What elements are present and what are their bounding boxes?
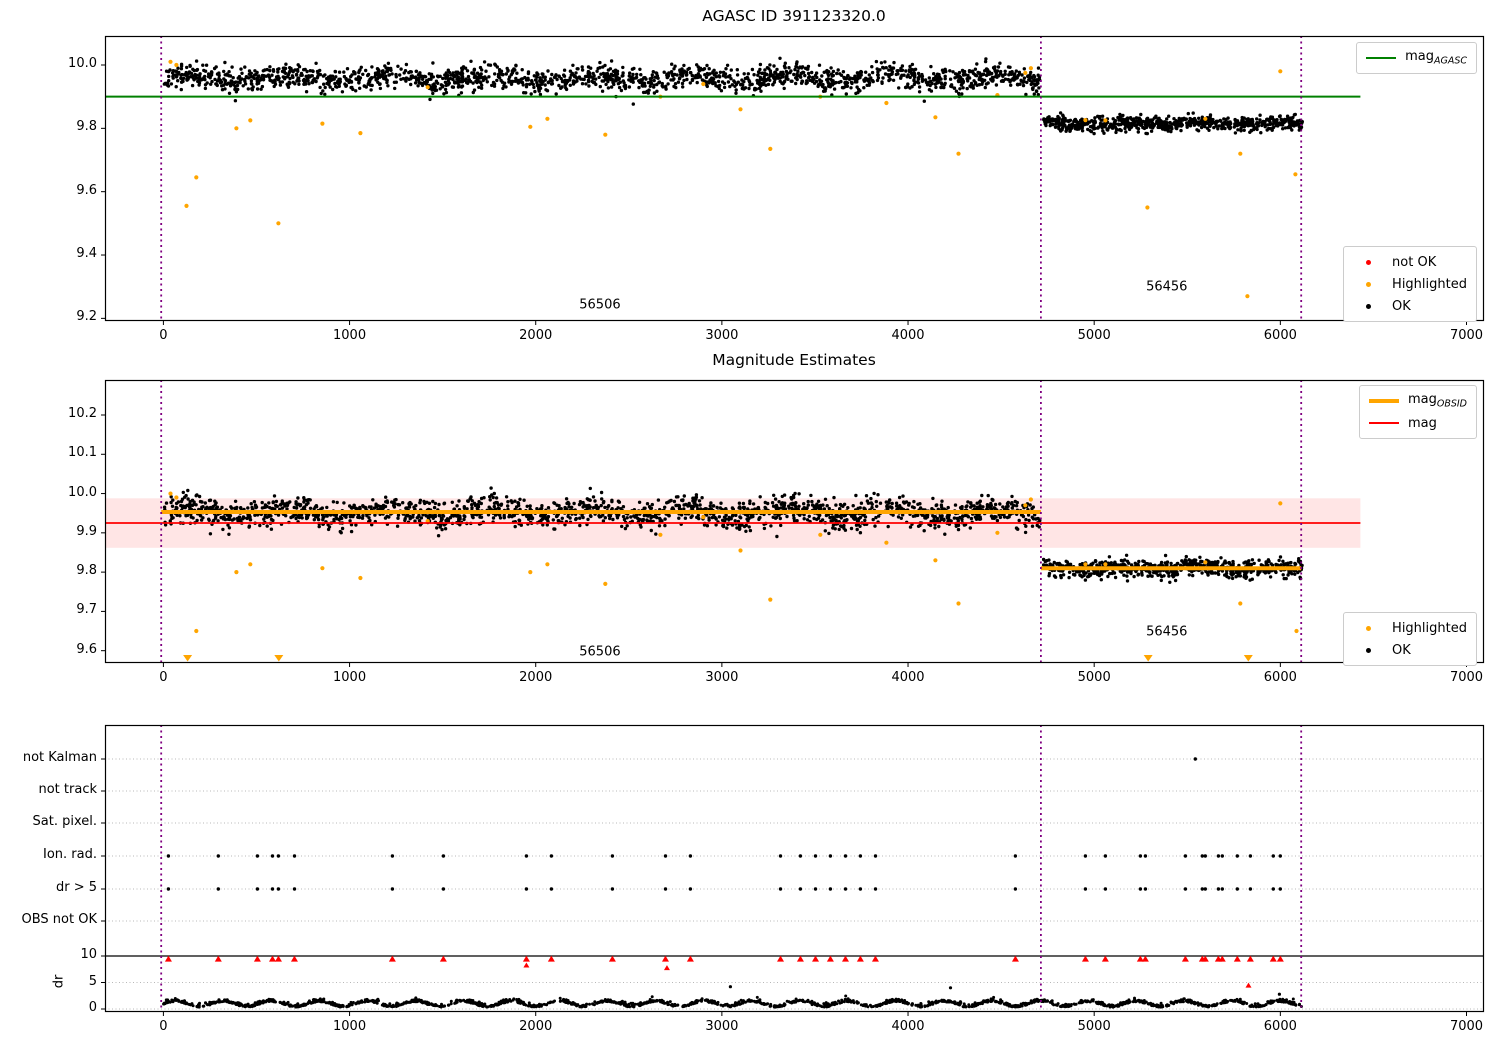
legend-item-mag: mag xyxy=(1368,413,1467,433)
highlighted-marker-icon xyxy=(1365,625,1371,631)
mag-line-swatch xyxy=(1368,421,1399,425)
y-tick-label-1: 10.2 xyxy=(68,406,97,421)
legend-item-mag-agasc: magAGASC xyxy=(1366,48,1467,68)
annotation-label: 56456 xyxy=(1146,279,1188,295)
x-tick-label-1: 4000 xyxy=(891,670,925,685)
legend-swatch-area xyxy=(1353,281,1383,287)
row-label-not-track: not track xyxy=(38,782,97,797)
y-tick-label-0: 9.2 xyxy=(76,309,97,325)
top-plot-title: AGASC ID 391123320.0 xyxy=(702,7,886,25)
annotation-label: 56506 xyxy=(579,297,621,313)
highlighted-label: Highlighted xyxy=(1392,620,1467,636)
legend-item-not-ok: not OK xyxy=(1353,252,1467,272)
row-label-not-kalman: not Kalman xyxy=(22,750,97,765)
highlighted-label: Highlighted xyxy=(1392,276,1467,292)
middle-plot-title: Magnitude Estimates xyxy=(712,351,876,369)
ok-label: OK xyxy=(1392,298,1411,314)
dr-axis-label: dr xyxy=(51,974,67,988)
legend-swatch-area xyxy=(1368,421,1399,425)
legend-swatch-area xyxy=(1353,259,1383,265)
x-tick-label-2: 1000 xyxy=(333,1019,367,1034)
mag-obsid-line-swatch xyxy=(1368,399,1399,403)
x-tick-label-1: 3000 xyxy=(705,670,739,685)
legend-mag-obsid: magOBSID mag xyxy=(1358,385,1477,439)
x-tick-label-1: 5000 xyxy=(1077,670,1111,685)
ok-label: OK xyxy=(1392,642,1411,658)
legend-swatch-area xyxy=(1353,625,1383,631)
legend-swatch-area xyxy=(1353,647,1383,653)
dr-tick-label: 0 xyxy=(88,1000,97,1015)
y-tick-label-0: 9.4 xyxy=(76,246,97,262)
x-tick-label-2: 7000 xyxy=(1449,1019,1484,1034)
legend-item-mag-obsid: magOBSID xyxy=(1368,391,1467,411)
row-label-obs-not-ok: OBS not OK xyxy=(21,912,98,927)
y-tick-label-1: 9.6 xyxy=(76,641,97,657)
annotation-label: 56506 xyxy=(579,644,621,660)
x-tick-label-0: 7000 xyxy=(1449,328,1484,343)
x-tick-label-2: 4000 xyxy=(891,1019,925,1034)
mag-obsid-label: magOBSID xyxy=(1408,392,1467,410)
y-tick-label-1: 9.8 xyxy=(76,563,97,579)
x-tick-label-2: 0 xyxy=(159,1019,168,1034)
x-tick-label-1: 1000 xyxy=(333,670,367,685)
legend-item-highlighted: Highlighted xyxy=(1353,274,1467,294)
highlighted-marker-icon xyxy=(1365,281,1371,287)
legend-item-highlighted-mid: Highlighted xyxy=(1353,618,1467,638)
legend-swatch-area xyxy=(1368,399,1399,403)
x-tick-label-1: 6000 xyxy=(1263,670,1297,685)
x-tick-label-2: 6000 xyxy=(1263,1019,1297,1034)
mag-obsid-label-main: mag xyxy=(1407,392,1437,408)
x-tick-label-1: 0 xyxy=(159,670,168,685)
dr-tick-label: 5 xyxy=(88,973,97,989)
legend-swatch-area xyxy=(1353,303,1383,309)
y-tick-label-0: 9.6 xyxy=(76,182,97,198)
row-label-sat-pixel-: Sat. pixel. xyxy=(32,814,97,829)
y-tick-label-1: 9.9 xyxy=(76,523,97,539)
y-tick-label-1: 10.1 xyxy=(68,445,97,461)
y-tick-label-1: 10.0 xyxy=(68,484,97,500)
legend-item-ok: OK xyxy=(1353,296,1467,316)
x-tick-label-2: 3000 xyxy=(705,1019,739,1034)
mag-label: mag xyxy=(1407,415,1437,431)
legend-item-ok-mid: OK xyxy=(1353,640,1467,660)
legend-middle-markers: Highlighted OK xyxy=(1343,612,1477,666)
x-tick-label-2: 2000 xyxy=(519,1019,553,1034)
x-tick-label-2: 5000 xyxy=(1077,1019,1111,1034)
x-tick-label-0: 6000 xyxy=(1263,328,1297,343)
legend-mag-agasc: magAGASC xyxy=(1356,42,1477,74)
x-tick-label-0: 5000 xyxy=(1077,328,1111,343)
x-tick-label-0: 1000 xyxy=(333,328,367,343)
not-ok-marker-icon xyxy=(1365,259,1371,265)
mag-agasc-label: magAGASC xyxy=(1405,49,1467,67)
mag-obsid-label-sub: OBSID xyxy=(1436,398,1467,410)
legend-top-markers: not OK Highlighted OK xyxy=(1343,246,1477,322)
dr-tick-label: 10 xyxy=(80,947,97,962)
x-tick-label-0: 2000 xyxy=(519,328,553,343)
annotation-label: 56456 xyxy=(1146,624,1188,640)
legend-swatch-area xyxy=(1366,56,1397,60)
x-tick-label-1: 2000 xyxy=(519,670,553,685)
x-tick-label-0: 3000 xyxy=(705,328,739,343)
x-tick-label-0: 4000 xyxy=(891,328,925,343)
not-ok-label: not OK xyxy=(1392,254,1437,270)
ok-marker-icon xyxy=(1365,647,1371,653)
y-tick-label-0: 9.8 xyxy=(76,119,97,135)
row-label-ion-rad-: Ion. rad. xyxy=(43,847,97,862)
mag-agasc-label-sub: AGASC xyxy=(1433,55,1467,67)
y-tick-label-0: 10.0 xyxy=(68,56,97,71)
row-label-dr-5: dr > 5 xyxy=(55,880,97,895)
x-tick-label-1: 7000 xyxy=(1449,670,1484,685)
mag-agasc-label-main: mag xyxy=(1405,49,1434,65)
mag-agasc-line-swatch xyxy=(1366,56,1397,60)
ok-marker-icon xyxy=(1365,303,1371,309)
y-tick-label-1: 9.7 xyxy=(76,602,97,618)
x-tick-label-0: 0 xyxy=(159,328,168,343)
